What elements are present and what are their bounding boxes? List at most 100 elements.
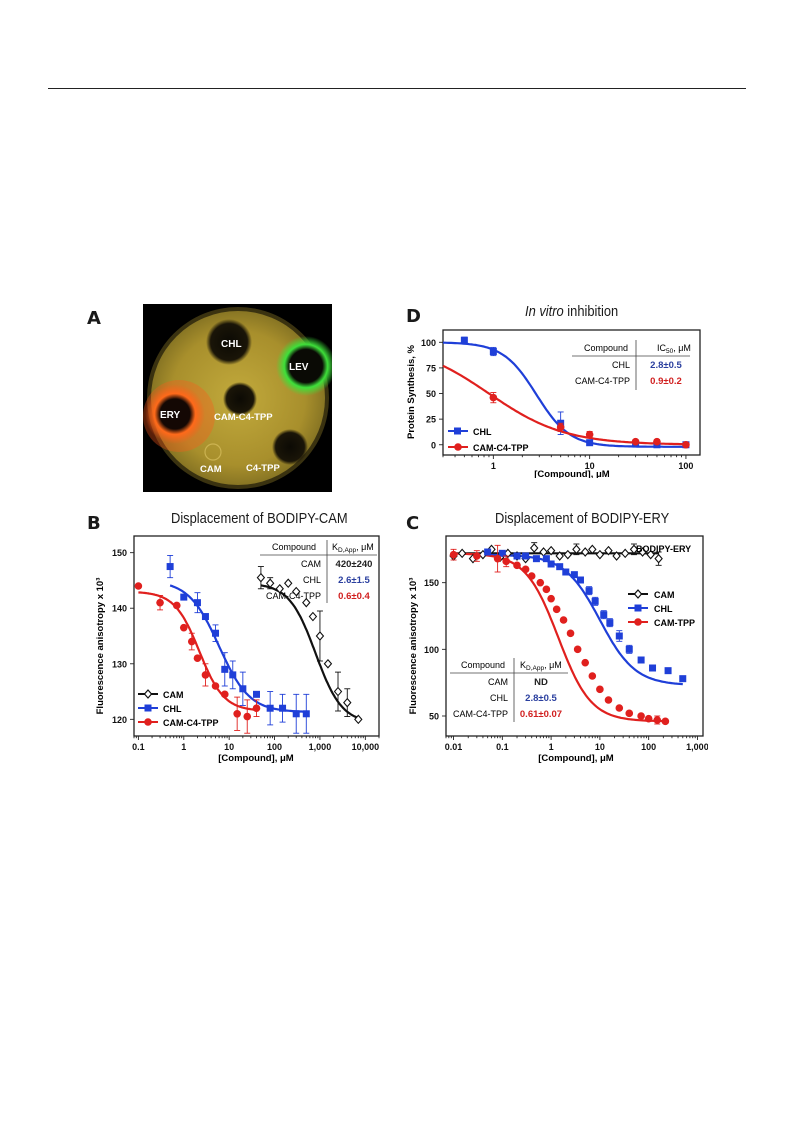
data-point-cam-c4-tpp [134,582,143,590]
chart-d-frame [442,329,701,456]
data-point-chl [576,576,584,584]
data-point-cam [308,611,318,622]
fit-curve-cam-tpp [453,552,666,723]
data-point-cam [291,586,301,597]
chart-d-legend-chl: CHL [473,427,492,437]
data-point-chl [637,656,645,664]
header-rule [48,88,746,89]
data-point-cam-c4-tpp [156,598,164,607]
x-tick-label: 1 [549,742,554,752]
c4-tpp-zone [272,429,308,465]
data-point-chl [193,599,201,607]
data-point-cam [646,549,655,560]
chart-b-table-header-compound: Compound [272,542,316,552]
data-point-cam-tpp [661,717,670,726]
lev-zone [276,336,336,396]
y-tick-label: 100 [421,338,436,348]
cam-disc [204,443,222,461]
data-point-chl [522,552,530,560]
data-point-cam-c4-tpp [179,623,188,632]
data-point-cam-tpp [588,672,597,680]
data-point-cam-tpp [521,565,530,574]
data-point-cam-c4-tpp [193,654,202,663]
spot-label-c4-tpp: C4-TPP [246,463,280,474]
agar-plate-photo: CHL LEV ERY CAM-C4-TPP CAM C4-TPP [143,304,336,492]
legend-cam-tpp-marker [634,618,642,626]
data-point-cam-tpp [552,605,561,614]
fit-curve-cam [260,584,359,720]
data-point-cam-tpp [596,685,604,694]
y-tick-label: 150 [424,578,439,588]
chart-b-legend-cam: CAM [163,690,184,700]
chart-d-legend: CHL CAM-C4-TPP [448,427,529,453]
y-tick-label: 130 [112,659,127,669]
panel-c-title: Displacement of BODIPY-ERY [495,510,670,527]
x-tick-label: 1,000 [686,742,708,752]
data-point-cam-c4-tpp [252,704,261,713]
spot-label-cam-c4-tpp: CAM-C4-TPP [214,412,273,423]
chart-d-legend-cam-c4-tpp: CAM-C4-TPP [473,443,529,453]
data-point-cam-c4-tpp [585,430,594,439]
data-point-cam [333,686,343,697]
data-point-chl [562,568,570,576]
data-point-cam [315,631,325,641]
chart-panel-c: 0.01 0.1 1 10 100 1,000 50 100 150 [Compound], … [408,535,708,764]
x-tick-label: 10 [224,742,234,752]
data-point-cam [275,583,284,594]
data-point-cam-c4-tpp [556,423,565,432]
data-point-chl [542,555,550,563]
data-point-cam-tpp [493,554,502,563]
data-point-chl [585,587,593,595]
chart-d-table-header-value: IC50, μM [657,343,691,355]
panel-d-title-italic: In vitro [525,303,564,320]
data-point-cam-tpp [449,550,458,559]
data-point-chl [556,563,564,571]
chart-c-legend-cam: CAM [654,590,675,600]
data-point-cam-tpp [581,658,590,667]
chart-b-xlabel: [Compound], μM [218,753,294,764]
x-tick-label: 0.1 [132,742,145,752]
data-point-chl [292,710,300,718]
y-tick-label: 50 [426,389,436,399]
data-point-cam [354,714,363,725]
chart-d-table: Compound IC50, μM CHL 2.8±0.5 CAM-C4-TPP… [572,340,691,390]
y-tick-label: 140 [112,604,127,614]
chart-b-table-r1-compound: CHL [303,575,321,585]
data-point-chl [591,597,599,605]
data-point-cam [256,572,266,583]
spot-label-ery: ERY [160,410,181,421]
x-tick-label: 10 [595,742,605,752]
x-tick-label: 1 [181,742,186,752]
x-tick-label: 0.01 [445,742,463,752]
legend-chl-marker [454,427,461,435]
data-point-cam-tpp [513,561,521,570]
data-point-cam [539,547,548,557]
data-point-cam [629,544,639,555]
data-point-cam-c4-tpp [653,437,661,446]
data-point-chl [460,336,468,344]
data-point-cam-tpp [573,645,582,654]
chart-c-table-r0-compound: CAM [488,677,508,687]
data-point-cam [638,547,647,557]
data-point-cam [265,578,275,589]
data-point-cam-c4-tpp [187,637,196,646]
data-point-cam [620,548,630,559]
data-point-cam [604,545,613,556]
y-tick-label: 150 [112,548,127,558]
chart-c-annotation: BODIPY-ERY [636,544,691,554]
data-point-cam-c4-tpp [220,690,229,699]
chart-c-table-r2-compound: CAM-C4-TPP [453,709,508,719]
panel-d-title-rest: inhibition [563,303,619,320]
data-point-cam-c4-tpp [682,440,690,449]
chart-d-table-header-compound: Compound [584,343,628,353]
data-point-cam-c4-tpp [233,709,241,718]
chart-b-table-r1-value: 2.6±1.5 [338,575,370,586]
y-tick-label: 75 [426,363,436,373]
chart-d-xlabel: [Compound], μM [534,469,610,478]
data-point-cam-c4-tpp [201,671,210,679]
cam-c4-tpp-zone [223,382,257,416]
data-point-cam-tpp [625,709,634,718]
data-point-cam [323,658,333,669]
data-point-chl [532,555,540,563]
data-point-cam [572,544,581,555]
